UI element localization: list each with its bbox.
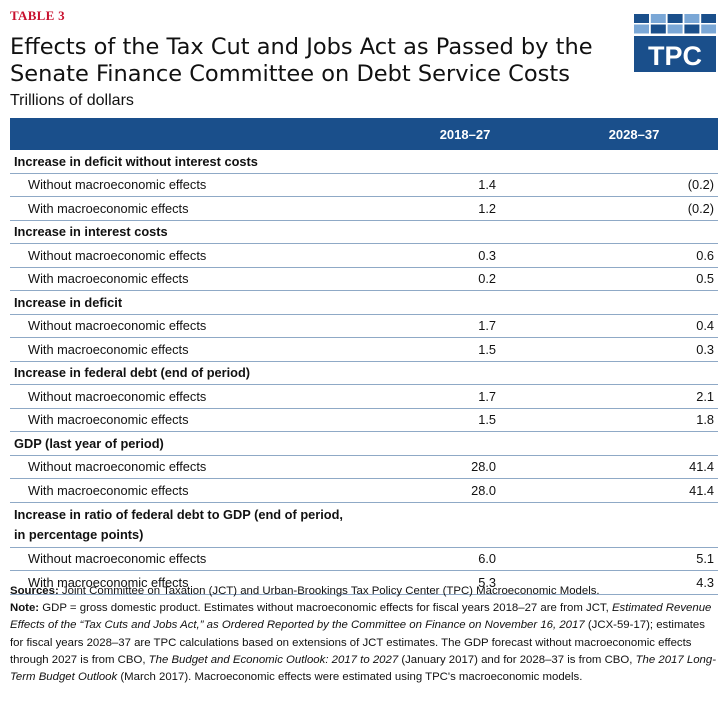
table-row: Without macroeconomic effects 1.7 0.4 bbox=[10, 314, 718, 338]
empty-cell bbox=[380, 431, 550, 456]
row-label: With macroeconomic effects bbox=[10, 267, 380, 291]
value-2028-37: (0.2) bbox=[550, 173, 718, 197]
value-2028-37: 0.6 bbox=[550, 243, 718, 268]
note-text: (JCX-59-17); estimates for fiscal years … bbox=[10, 619, 705, 666]
table-row: Without macroeconomic effects 0.3 0.6 bbox=[10, 243, 718, 268]
table-row: Without macroeconomic effects 1.7 2.1 bbox=[10, 384, 718, 409]
column-header: 2028–37 bbox=[608, 126, 660, 142]
table-row: Without macroeconomic effects 6.0 5.1 bbox=[10, 547, 718, 571]
note-citation: The 2017 Long-Term Budget Outlook bbox=[10, 653, 717, 684]
section-heading: Increase in ratio of federal debt to GDP… bbox=[10, 502, 380, 548]
row-label: Without macroeconomic effects bbox=[10, 173, 380, 197]
value-2018-27: 0.3 bbox=[380, 243, 550, 268]
footnote: Note: GDP = gross domestic product. Esti… bbox=[10, 600, 720, 686]
table-row: Without macroeconomic effects 28.0 41.4 bbox=[10, 455, 718, 479]
value-2018-27: 5.3 bbox=[380, 570, 550, 595]
note-text: (January 2017) and for 2028–37 is from C… bbox=[398, 653, 636, 666]
value-2018-27: 0.2 bbox=[380, 267, 550, 291]
empty-cell bbox=[380, 502, 550, 548]
value-2028-37: 4.3 bbox=[550, 570, 718, 595]
value-2018-27: 1.7 bbox=[380, 314, 550, 338]
table-row: With macroeconomic effects 28.0 41.4 bbox=[10, 478, 718, 503]
row-label: Without macroeconomic effects bbox=[10, 314, 380, 338]
value-2018-27: 28.0 bbox=[380, 455, 550, 479]
empty-cell bbox=[380, 220, 550, 244]
table-row: Without macroeconomic effects 1.4 (0.2) bbox=[10, 173, 718, 197]
row-label: Without macroeconomic effects bbox=[10, 547, 380, 571]
note-text: GDP = gross domestic product. Estimates … bbox=[39, 602, 612, 615]
empty-cell bbox=[380, 290, 550, 315]
value-2028-37: 0.4 bbox=[550, 314, 718, 338]
value-2028-37: 2.1 bbox=[550, 384, 718, 409]
value-2018-27: 1.7 bbox=[380, 384, 550, 409]
empty-cell bbox=[550, 502, 718, 548]
row-label: Without macroeconomic effects bbox=[10, 384, 380, 409]
sources-note: Sources: Joint Committee on Taxation (JC… bbox=[10, 583, 720, 600]
value-2018-27: 1.5 bbox=[380, 337, 550, 362]
value-2028-37: (0.2) bbox=[550, 196, 718, 221]
value-2028-37: 5.1 bbox=[550, 547, 718, 571]
value-2018-27: 1.2 bbox=[380, 196, 550, 221]
section-heading: Increase in deficit bbox=[10, 290, 380, 315]
tpc-logo: TPC bbox=[634, 14, 716, 72]
logo-text: TPC bbox=[648, 41, 702, 71]
row-label: With macroeconomic effects bbox=[10, 337, 380, 362]
table-row: With macroeconomic effects 1.2 (0.2) bbox=[10, 196, 718, 221]
value-2018-27: 1.4 bbox=[380, 173, 550, 197]
value-2028-37: 0.5 bbox=[550, 267, 718, 291]
section-heading: Increase in interest costs bbox=[10, 220, 380, 244]
row-label: With macroeconomic effects bbox=[10, 196, 380, 221]
section-heading: GDP (last year of period) bbox=[10, 431, 380, 456]
row-label: Without macroeconomic effects bbox=[10, 455, 380, 479]
notes-section: Sources: Joint Committee on Taxation (JC… bbox=[10, 583, 720, 686]
empty-cell bbox=[550, 361, 718, 385]
table-number-label: TABLE 3 bbox=[10, 8, 65, 23]
data-table: 2018–27 2028–37 Increase in deficit with… bbox=[10, 118, 718, 595]
page-subtitle: Trillions of dollars bbox=[10, 92, 134, 109]
page-title: Effects of the Tax Cut and Jobs Act as P… bbox=[10, 34, 593, 87]
section-heading-row: Increase in ratio of federal debt to GDP… bbox=[10, 502, 718, 548]
value-2028-37: 41.4 bbox=[550, 478, 718, 503]
section-heading: Increase in federal debt (end of period) bbox=[10, 361, 380, 385]
column-header: 2018–27 bbox=[439, 126, 491, 142]
column-header bbox=[10, 118, 380, 150]
empty-cell bbox=[550, 220, 718, 244]
row-label: With macroeconomic effects bbox=[10, 478, 380, 503]
value-2028-37: 0.3 bbox=[550, 337, 718, 362]
row-label: With macroeconomic effects bbox=[10, 570, 380, 595]
note-label: Note: bbox=[10, 602, 40, 615]
table-row: With macroeconomic effects 1.5 1.8 bbox=[10, 408, 718, 432]
section-heading-row: Increase in federal debt (end of period) bbox=[10, 361, 718, 385]
sources-label: Sources: bbox=[10, 585, 59, 597]
empty-cell bbox=[550, 150, 718, 174]
sources-text: Joint Committee on Taxation (JCT) and Ur… bbox=[58, 585, 600, 597]
note-citation: The Budget and Economic Outlook: 2017 to… bbox=[148, 653, 399, 666]
section-heading-row: GDP (last year of period) bbox=[10, 431, 718, 456]
table-header-row: 2018–27 2028–37 bbox=[10, 118, 718, 150]
table-row: With macroeconomic effects 0.2 0.5 bbox=[10, 267, 718, 291]
value-2018-27: 1.5 bbox=[380, 408, 550, 432]
empty-cell bbox=[550, 290, 718, 315]
empty-cell bbox=[380, 150, 550, 174]
table-body: Increase in deficit without interest cos… bbox=[10, 150, 718, 595]
empty-cell bbox=[550, 431, 718, 456]
row-label: With macroeconomic effects bbox=[10, 408, 380, 432]
section-heading-row: Increase in deficit without interest cos… bbox=[10, 150, 718, 174]
section-heading-row: Increase in interest costs bbox=[10, 220, 718, 244]
note-citation: Estimated Revenue Effects of the “Tax Cu… bbox=[10, 602, 712, 632]
table-row: With macroeconomic effects 1.5 0.3 bbox=[10, 337, 718, 362]
empty-cell bbox=[380, 361, 550, 385]
value-2018-27: 28.0 bbox=[380, 478, 550, 503]
section-heading: Increase in deficit without interest cos… bbox=[10, 150, 380, 174]
table-row: With macroeconomic effects 5.3 4.3 bbox=[10, 570, 718, 595]
value-2028-37: 41.4 bbox=[550, 455, 718, 479]
value-2028-37: 1.8 bbox=[550, 408, 718, 432]
value-2018-27: 6.0 bbox=[380, 547, 550, 571]
row-label: Without macroeconomic effects bbox=[10, 243, 380, 268]
section-heading-row: Increase in deficit bbox=[10, 290, 718, 315]
note-text: (March 2017). Macroeconomic effects were… bbox=[117, 671, 583, 684]
